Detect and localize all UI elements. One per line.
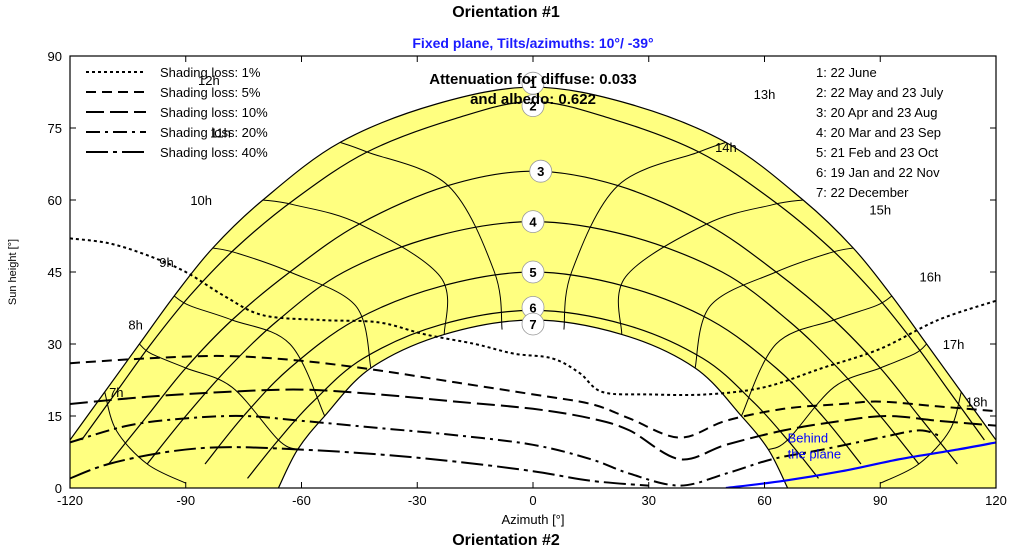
hour-line-3 [173, 295, 326, 417]
hour-line-7 [563, 141, 727, 330]
legend-label: Shading loss: 40% [160, 145, 268, 160]
behind-plane-label: Behind [788, 430, 828, 445]
shading-curve-2 [70, 354, 996, 439]
y-tick-label: 45 [48, 265, 62, 280]
date-legend-item: 2: 22 May and 23 July [816, 85, 944, 100]
sun-path-marker [529, 159, 553, 183]
sun-path-id-label: 7 [529, 317, 536, 332]
y-tick-label: 90 [48, 49, 62, 64]
hour-label: 11h [210, 126, 231, 141]
y-tick-label: 75 [48, 121, 62, 136]
x-tick-label: -60 [292, 493, 311, 508]
hour-label: 12h [198, 73, 220, 88]
sun-path-marker [521, 94, 545, 117]
hour-line-2 [139, 343, 298, 451]
x-tick-label: 60 [757, 493, 771, 508]
hour-label: 7h [109, 385, 123, 400]
legend-label: Shading loss: 1% [160, 65, 261, 80]
x-tick-label: -120 [57, 493, 83, 508]
sun-path-id-label: 3 [537, 164, 544, 179]
hour-label: 9h [159, 255, 173, 270]
behind-plane-curve [725, 441, 996, 488]
chart-subtitle: Fixed plane, Tilts/azimuths: 10°/ -39° [412, 35, 653, 51]
y-tick-label: 60 [48, 193, 62, 208]
hour-label: 15h [869, 202, 891, 217]
x-tick-label: 120 [985, 493, 1007, 508]
shading-curve-3 [70, 388, 996, 461]
hour-label: 14h [715, 140, 737, 155]
y-axis-label: Sun height [°] [7, 239, 19, 305]
hour-label: 10h [190, 193, 212, 208]
hour-label: 13h [754, 87, 776, 102]
next-section-title: Orientation #2 [452, 532, 560, 549]
date-legend-item: 4: 20 Mar and 23 Sep [816, 125, 941, 140]
legend-label: Shading loss: 5% [160, 85, 261, 100]
hour-line-9 [694, 247, 854, 369]
shading-curve-5 [70, 446, 649, 487]
legend-label: Shading loss: 20% [160, 125, 268, 140]
sun-path-id-label: 5 [529, 265, 536, 280]
annotation-line-2: and albedo: 0.622 [470, 91, 596, 108]
x-tick-label: 0 [529, 493, 536, 508]
hour-label: 8h [128, 318, 142, 333]
hour-line-5 [262, 199, 449, 335]
page-title: Orientation #1 [452, 4, 560, 21]
x-tick-label: 90 [873, 493, 887, 508]
sun-path-marker [521, 71, 545, 95]
hour-line-1 [104, 391, 187, 484]
hour-line-12 [880, 391, 962, 484]
shading-curve-1 [70, 237, 996, 397]
x-tick-label: 30 [642, 493, 656, 508]
x-tick-label: -30 [408, 493, 427, 508]
sun-path-id-label: 4 [529, 215, 537, 230]
hour-label: 18h [966, 394, 988, 409]
sun-path-id-label: 6 [529, 300, 536, 315]
date-legend-item: 5: 21 Feb and 23 Oct [816, 145, 939, 160]
hour-label: 16h [920, 270, 942, 285]
y-tick-label: 30 [48, 337, 62, 352]
behind-plane-label: the plane [788, 446, 842, 461]
annotation-line-1: Attenuation for diffuse: 0.033 [429, 71, 637, 88]
y-tick-label: 15 [48, 409, 62, 424]
hour-line-4 [212, 247, 372, 369]
legend-label: Shading loss: 10% [160, 105, 268, 120]
sun-path-id-label: 2 [529, 99, 536, 114]
sun-path-id-label: 1 [529, 76, 536, 91]
y-tick-label: 0 [55, 481, 62, 496]
date-legend-item: 6: 19 Jan and 22 Nov [816, 165, 940, 180]
hour-line-10 [740, 295, 893, 417]
date-legend-item: 3: 20 Apr and 23 Aug [816, 105, 937, 120]
sun-path-marker [521, 260, 545, 284]
shading-curve-4 [70, 414, 939, 487]
x-tick-label: -90 [176, 493, 195, 508]
date-legend-item: 1: 22 June [816, 65, 877, 80]
sun-path-marker [521, 312, 545, 336]
date-legend-item: 7: 22 December [816, 185, 909, 200]
sun-path-marker [521, 210, 545, 234]
hour-line-8 [617, 199, 804, 335]
x-axis-label: Azimuth [°] [502, 512, 565, 527]
hour-line-6 [339, 141, 503, 330]
hour-line-11 [768, 343, 927, 451]
hour-label: 17h [943, 337, 965, 352]
